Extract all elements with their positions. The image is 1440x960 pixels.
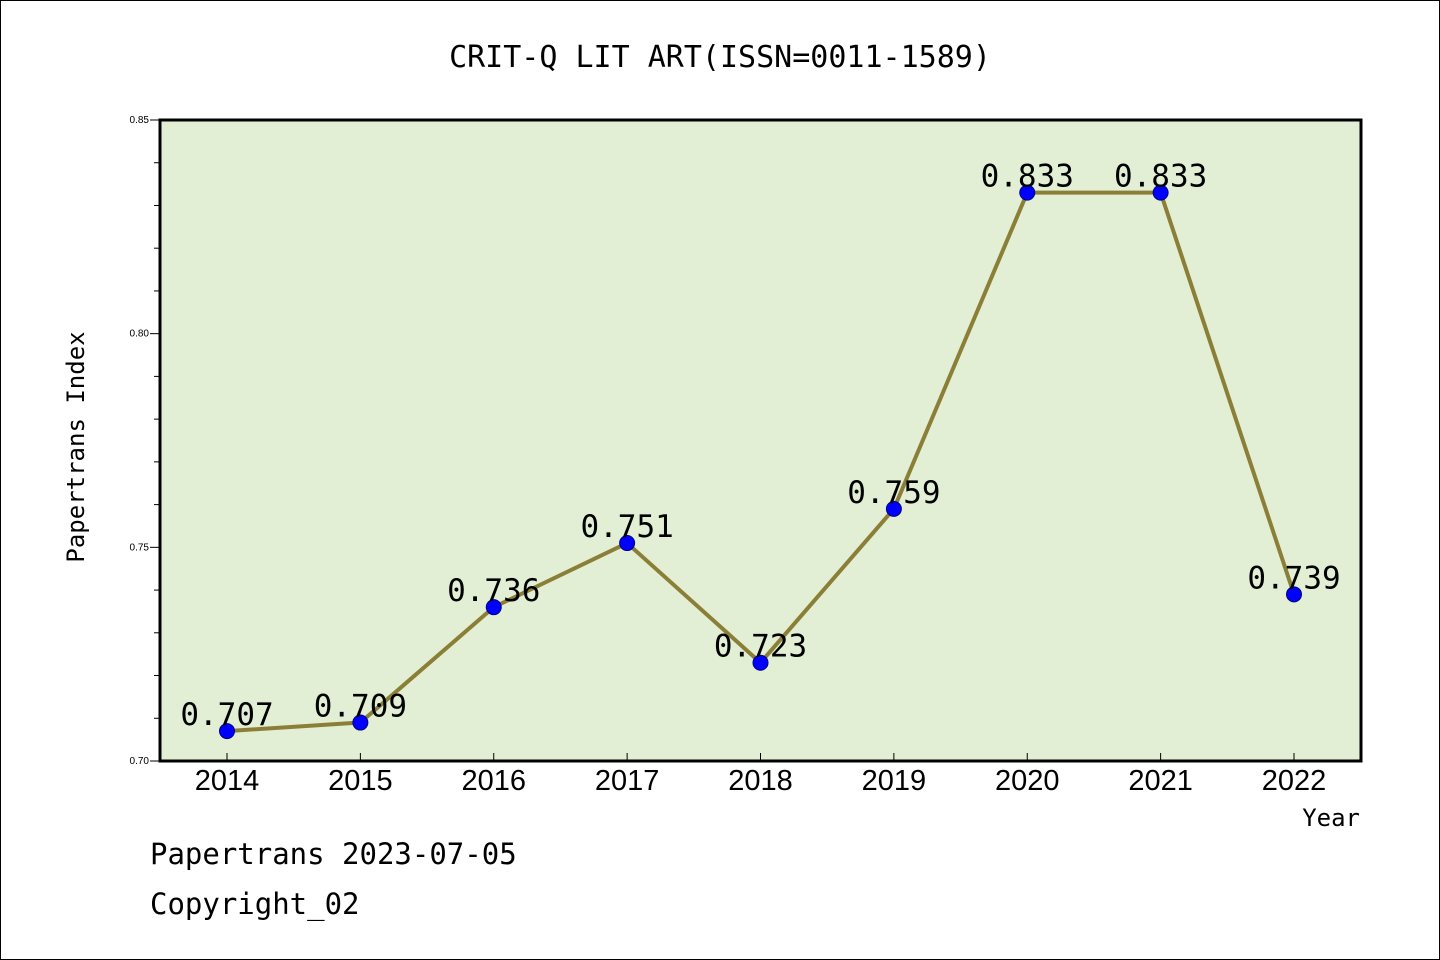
x-tick-label: 2015 xyxy=(328,765,393,797)
y-tick-label: 0.85 xyxy=(130,115,150,126)
data-label: 0.709 xyxy=(314,689,407,725)
y-axis: 0.70 0.75 0.80 0.85 xyxy=(130,115,160,767)
data-label: 0.736 xyxy=(447,573,540,609)
y-axis-label: Papertrans Index xyxy=(62,331,90,562)
data-labels-group: 0.707 0.709 0.736 0.751 0.723 0.759 0.833 0.833… xyxy=(180,159,1340,733)
data-point xyxy=(619,535,636,552)
y-tick-label: 0.75 xyxy=(130,542,150,553)
data-point xyxy=(1286,586,1302,603)
data-point xyxy=(1019,184,1036,201)
x-tick-label: 2014 xyxy=(195,765,260,797)
x-tick-label: 2016 xyxy=(461,765,526,797)
footer-date: Papertrans 2023-07-05 xyxy=(150,837,517,871)
y-tick-label: 0.80 xyxy=(130,329,150,340)
plot-area xyxy=(158,118,1363,763)
data-point xyxy=(485,599,502,616)
chart-title: CRIT-Q LIT ART(ISSN=0011-1589) xyxy=(449,40,991,75)
x-axis-label: Year xyxy=(1302,804,1360,832)
x-tick-label: 2021 xyxy=(1128,765,1193,797)
data-label: 0.759 xyxy=(847,475,940,511)
data-label: 0.833 xyxy=(981,159,1074,195)
data-label: 0.739 xyxy=(1247,560,1340,596)
x-tick-label: 2019 xyxy=(862,765,927,797)
x-axis: 2014 2015 2016 2017 2018 2019 2020 2021 2022 xyxy=(195,753,1327,797)
series-line-group xyxy=(219,184,1302,740)
data-label: 0.751 xyxy=(580,509,673,545)
x-tick-label: 2020 xyxy=(995,765,1060,797)
data-point xyxy=(352,714,369,731)
data-point xyxy=(752,654,769,671)
y-tick-label: 0.70 xyxy=(130,756,150,767)
data-point xyxy=(885,500,902,517)
x-tick-label: 2018 xyxy=(728,765,793,797)
footer-copyright: Copyright_02 xyxy=(150,887,360,922)
data-label: 0.833 xyxy=(1114,159,1207,195)
data-label: 0.707 xyxy=(180,697,273,733)
x-tick-label: 2017 xyxy=(595,765,660,797)
data-label: 0.723 xyxy=(714,629,807,665)
data-point xyxy=(1152,184,1169,201)
x-tick-label: 2022 xyxy=(1262,765,1327,797)
data-point xyxy=(219,723,235,740)
